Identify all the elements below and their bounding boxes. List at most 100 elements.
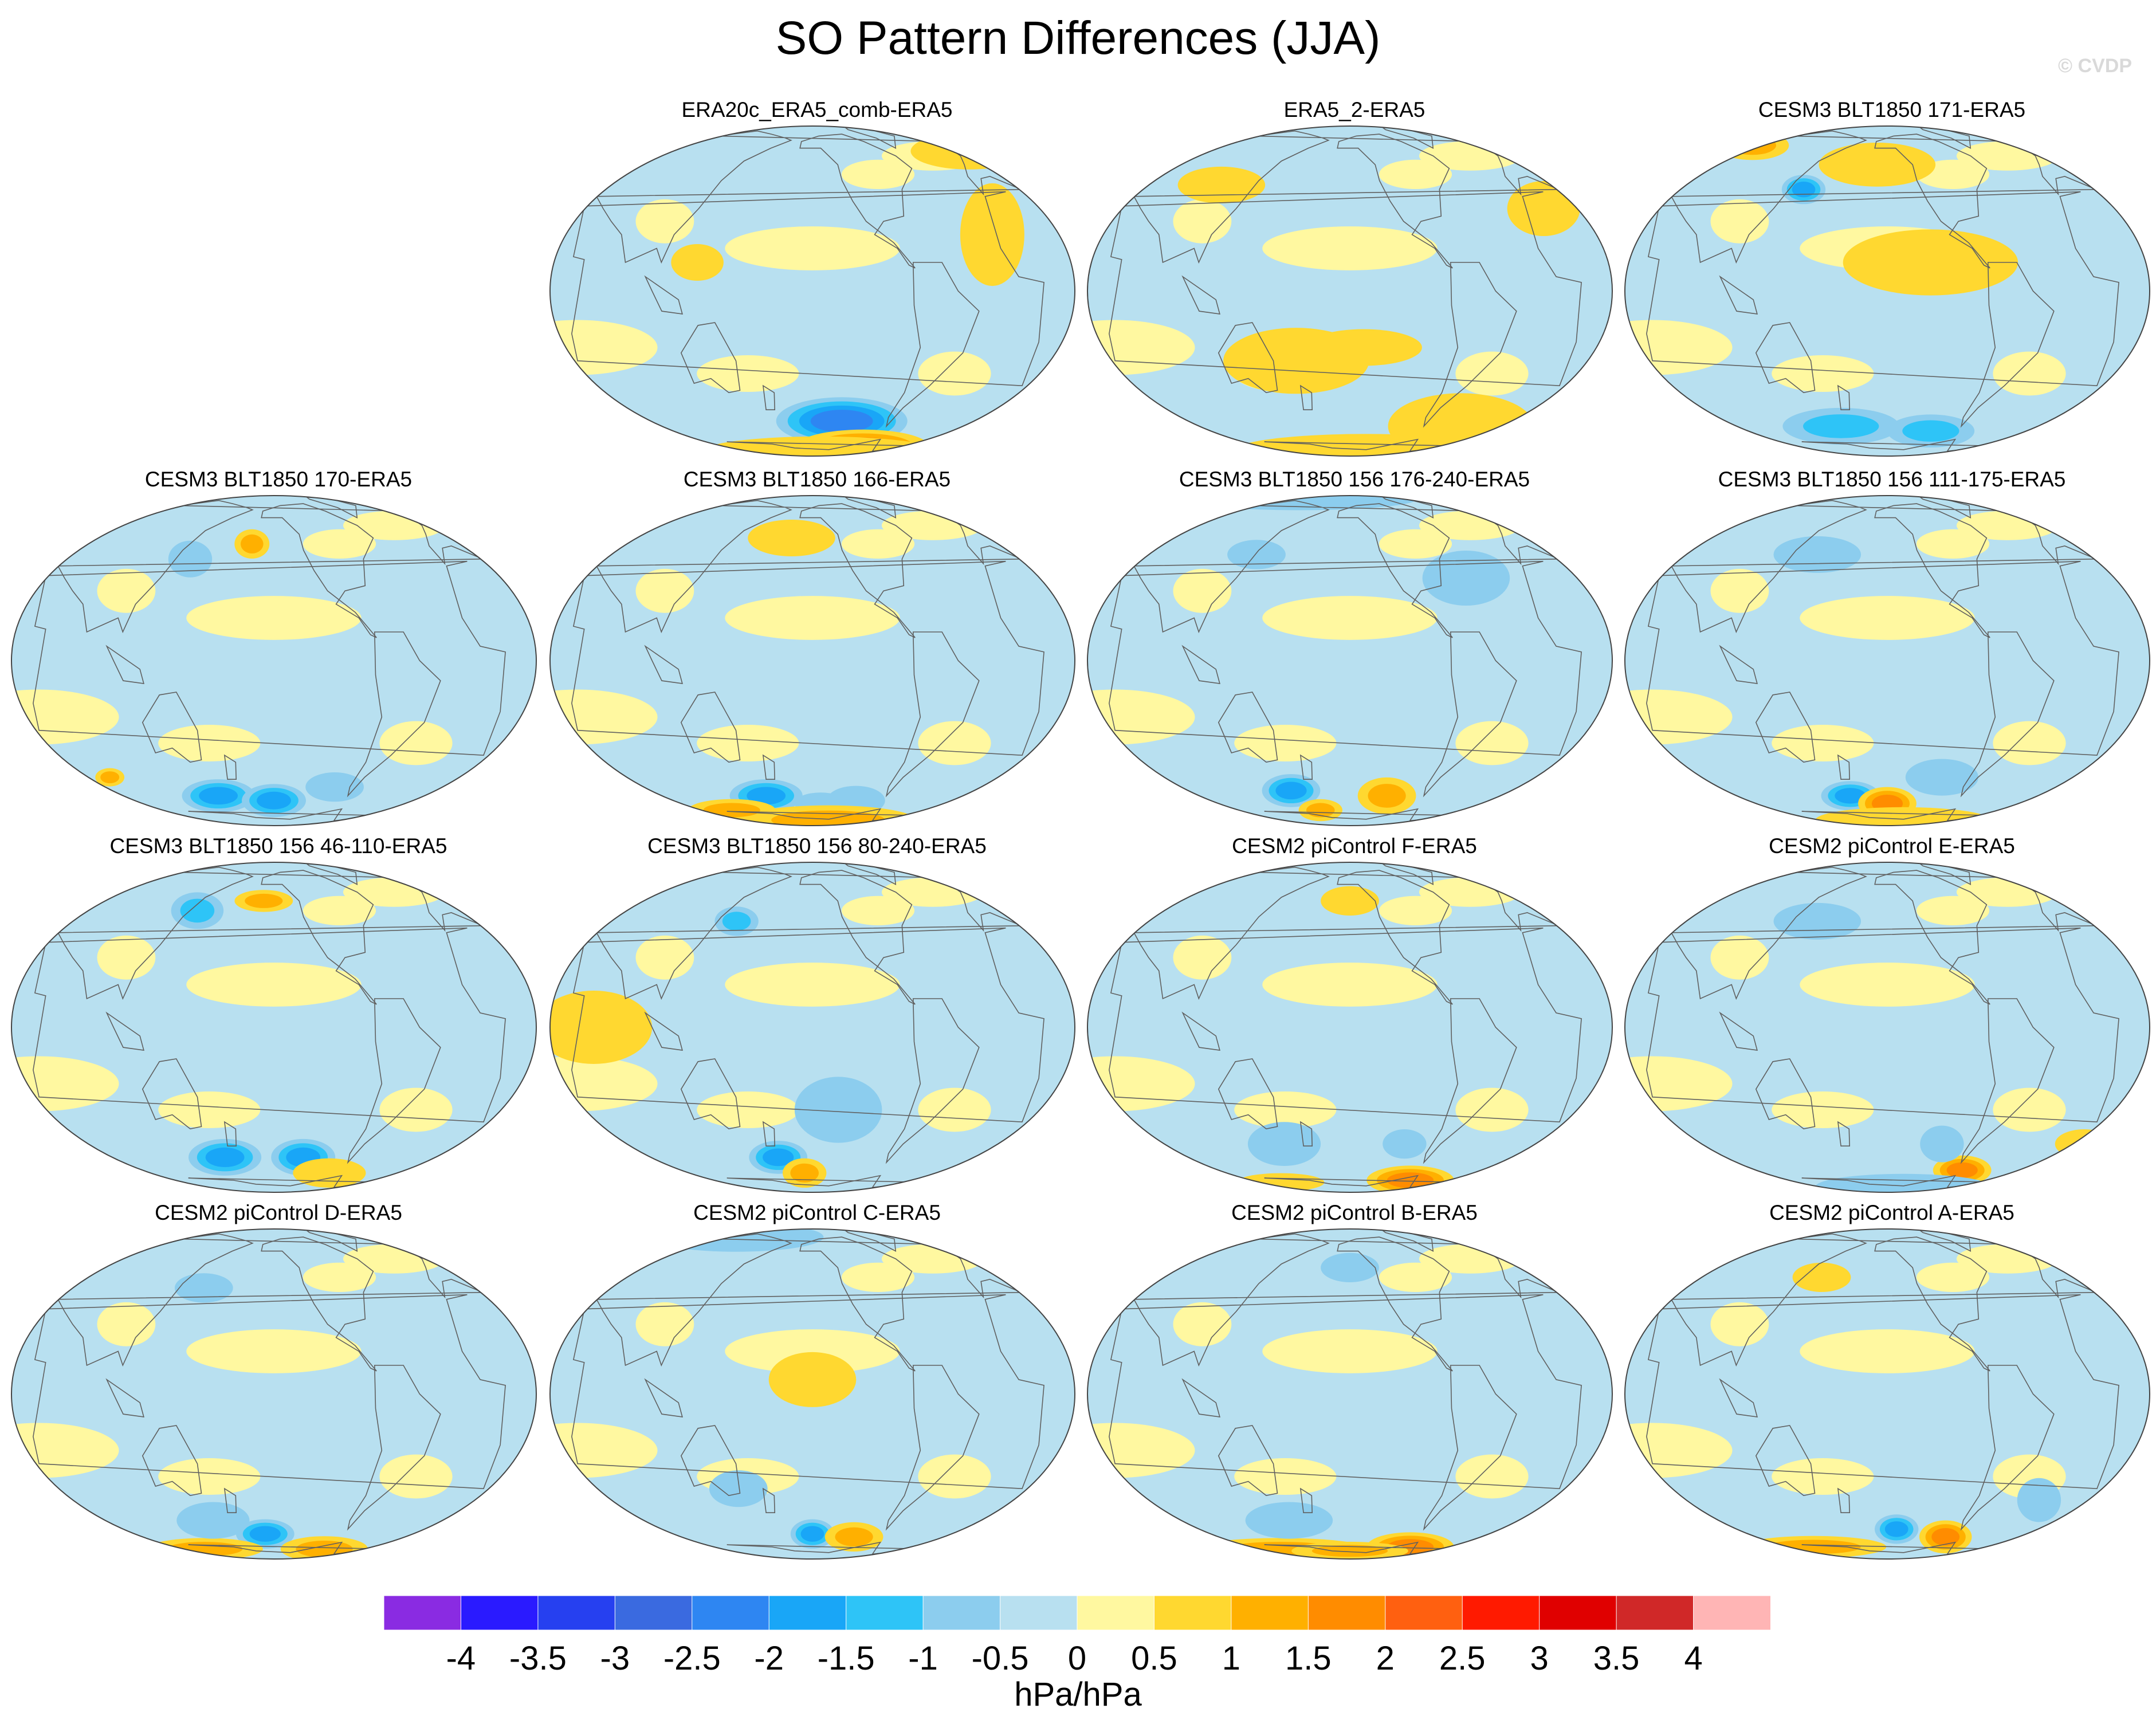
- map-outline: [549, 862, 1075, 1193]
- anomaly-contour: [1236, 1173, 1325, 1192]
- colorbar-swatch: [1385, 1596, 1463, 1630]
- coastline: [142, 1058, 202, 1130]
- colorbar-swatch: [614, 1596, 693, 1630]
- coastline: [261, 1236, 377, 1372]
- world-map: [1087, 1228, 1613, 1560]
- world-map: [11, 1228, 537, 1560]
- coastline: [1133, 1233, 1560, 1367]
- coastline: [1299, 1487, 1313, 1513]
- anomaly-contour: [790, 1163, 819, 1183]
- coastline: [1670, 130, 2097, 264]
- anomaly-contour: [1234, 725, 1337, 761]
- coastline: [1423, 998, 1517, 1164]
- anomaly-contour: [1455, 721, 1529, 765]
- anomaly-contour: [635, 1302, 694, 1346]
- colorbar-tick-label: -0.5: [971, 1640, 1029, 1677]
- anomaly-contour: [1916, 896, 1990, 925]
- coastline: [1337, 870, 1453, 1005]
- anomaly-contour: [379, 1454, 453, 1499]
- anomaly-contour: [1625, 320, 1733, 375]
- coastline: [1337, 503, 1453, 638]
- map-panel: CESM3 BLT1850 156 111-175-ERA5: [1624, 467, 2156, 834]
- world-map: [1624, 862, 2150, 1193]
- panel-title: CESM3 BLT1850 156 111-175-ERA5: [1718, 468, 2066, 491]
- coastline: [1133, 866, 1560, 1000]
- anomaly-contour: [1087, 1423, 1195, 1478]
- map-background: [1625, 1229, 2150, 1559]
- colorbar-tick-labels: -4 -3.5 -3 -2.5 -2 -1.5 -1 -0.5 0 0.5 1 1.5 2 2.5 3 3.5…: [0, 1639, 2156, 1679]
- colorbar-swatch: [1077, 1596, 1155, 1630]
- colorbar-tick-label: 0.5: [1131, 1640, 1177, 1677]
- coastline: [261, 503, 377, 638]
- map-outline: [1087, 1228, 1613, 1560]
- anomaly-contour: [1173, 1302, 1232, 1346]
- anomaly-contour: [1177, 166, 1266, 203]
- anomaly-contour: [671, 244, 724, 281]
- colorbar-swatch: [537, 1596, 616, 1630]
- coastline: [1109, 1294, 1582, 1490]
- anomaly-contour: [1931, 1528, 1960, 1546]
- anomaly-contour: [725, 1329, 900, 1373]
- panel-title: ERA20c_ERA5_comb-ERA5: [681, 98, 953, 121]
- coastline: [1423, 1365, 1517, 1531]
- coastline: [595, 866, 1022, 1000]
- anomaly-contour: [186, 1329, 362, 1373]
- map-outline: [1087, 862, 1613, 1193]
- anomaly-contour: [1262, 226, 1438, 270]
- map-outline: [549, 125, 1075, 457]
- anomaly-contour: [303, 896, 376, 925]
- anomaly-contour: [1772, 725, 1874, 761]
- coastline: [1646, 191, 2119, 387]
- anomaly-contour: [1368, 784, 1406, 808]
- anomaly-contour: [241, 534, 264, 553]
- anomaly-contour: [180, 898, 215, 923]
- anomaly-contour: [550, 991, 653, 1064]
- coastline: [1874, 870, 1990, 1005]
- anomaly-contour: [1773, 902, 1862, 940]
- colorbar-tick-label: -3: [600, 1640, 630, 1677]
- coastline: [1719, 275, 1758, 315]
- coastline: [885, 631, 980, 798]
- world-map: [1624, 495, 2150, 826]
- coastline: [680, 1058, 741, 1130]
- map-outline: [11, 1228, 537, 1560]
- world-map: [549, 125, 1075, 457]
- anomaly-contour: [174, 1273, 233, 1303]
- world-map: [549, 1228, 1075, 1560]
- world-map: [549, 495, 1075, 826]
- anomaly-contour: [1321, 1252, 1379, 1282]
- colorbar-tick-label: -1: [908, 1640, 938, 1677]
- coastline: [1874, 133, 1990, 269]
- coastline: [223, 1121, 237, 1146]
- colorbar-tick-label: 1: [1222, 1640, 1241, 1677]
- anomaly-contour: [1792, 182, 1816, 198]
- anomaly-contour: [1173, 199, 1232, 244]
- coastline: [571, 1294, 1044, 1490]
- anomaly-contour: [1305, 329, 1422, 366]
- anomaly-contour: [1173, 935, 1232, 980]
- anomaly-contour: [747, 787, 786, 805]
- anomaly-contour: [697, 725, 799, 761]
- anomaly-contour: [1234, 1458, 1337, 1495]
- coastline: [1218, 692, 1278, 763]
- colorbar-tick-label: 0: [1067, 1640, 1087, 1677]
- coastline: [1181, 1378, 1220, 1418]
- anomaly-contour: [918, 721, 991, 765]
- anomaly-contour: [1087, 320, 1195, 375]
- coastline: [105, 645, 144, 685]
- panel-title: CESM3 BLT1850 171-ERA5: [1758, 98, 2026, 121]
- coastline: [1299, 1121, 1313, 1146]
- coastline: [1755, 692, 1816, 763]
- coastline: [595, 130, 1022, 264]
- map-outline: [1624, 495, 2150, 826]
- anomaly-contour: [1262, 596, 1438, 640]
- anomaly-contour: [158, 1091, 261, 1128]
- panel-title: CESM2 piControl C-ERA5: [693, 1201, 941, 1224]
- coastline: [1423, 262, 1517, 428]
- colorbar-swatch: [1153, 1596, 1232, 1630]
- anomaly-contour: [550, 689, 658, 745]
- anomaly-contour: [722, 912, 751, 931]
- anomaly-contour: [11, 1423, 119, 1478]
- anomaly-contour: [550, 1423, 658, 1478]
- map-background: [1625, 496, 2150, 826]
